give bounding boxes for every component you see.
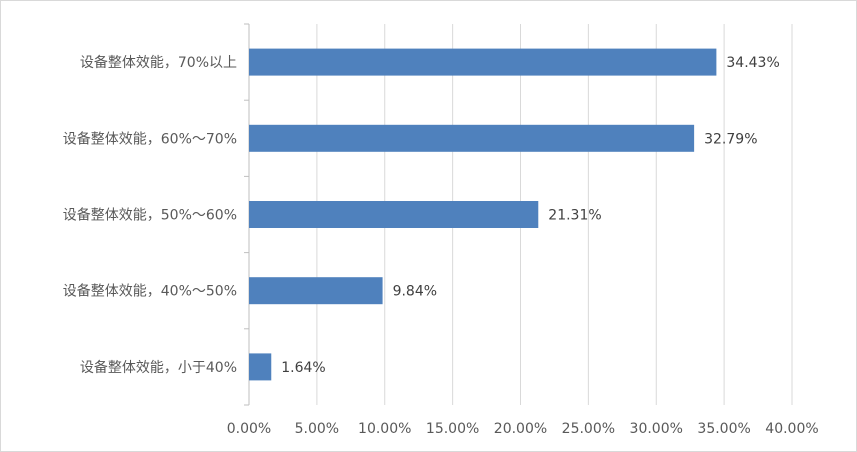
bar xyxy=(249,277,383,305)
bar xyxy=(249,201,539,228)
category-label: 设备整体效能，50%～60% xyxy=(63,207,237,224)
x-tick-label: 30.00% xyxy=(630,421,683,437)
x-tick-label: 25.00% xyxy=(562,421,615,437)
data-label: 32.79% xyxy=(704,131,757,147)
x-tick-label: 15.00% xyxy=(426,421,479,437)
x-tick-label: 20.00% xyxy=(494,421,547,437)
x-tick-label: 0.00% xyxy=(227,421,271,437)
category-label: 设备整体效能，40%～50% xyxy=(63,283,237,300)
data-label: 1.64% xyxy=(281,360,325,376)
category-label: 设备整体效能，60%～70% xyxy=(63,130,237,147)
bar xyxy=(249,353,272,381)
bar xyxy=(249,124,695,152)
x-tick-label: 35.00% xyxy=(697,421,750,437)
x-tick-label: 5.00% xyxy=(295,421,339,437)
category-label: 设备整体效能，70%以上 xyxy=(80,54,237,71)
data-label: 21.31% xyxy=(548,208,601,224)
data-label: 9.84% xyxy=(393,284,437,300)
category-label: 设备整体效能，小于40% xyxy=(80,359,237,376)
bar xyxy=(249,48,717,76)
data-label: 34.43% xyxy=(726,55,779,71)
x-tick-label: 40.00% xyxy=(765,421,818,437)
x-tick-label: 10.00% xyxy=(358,421,411,437)
